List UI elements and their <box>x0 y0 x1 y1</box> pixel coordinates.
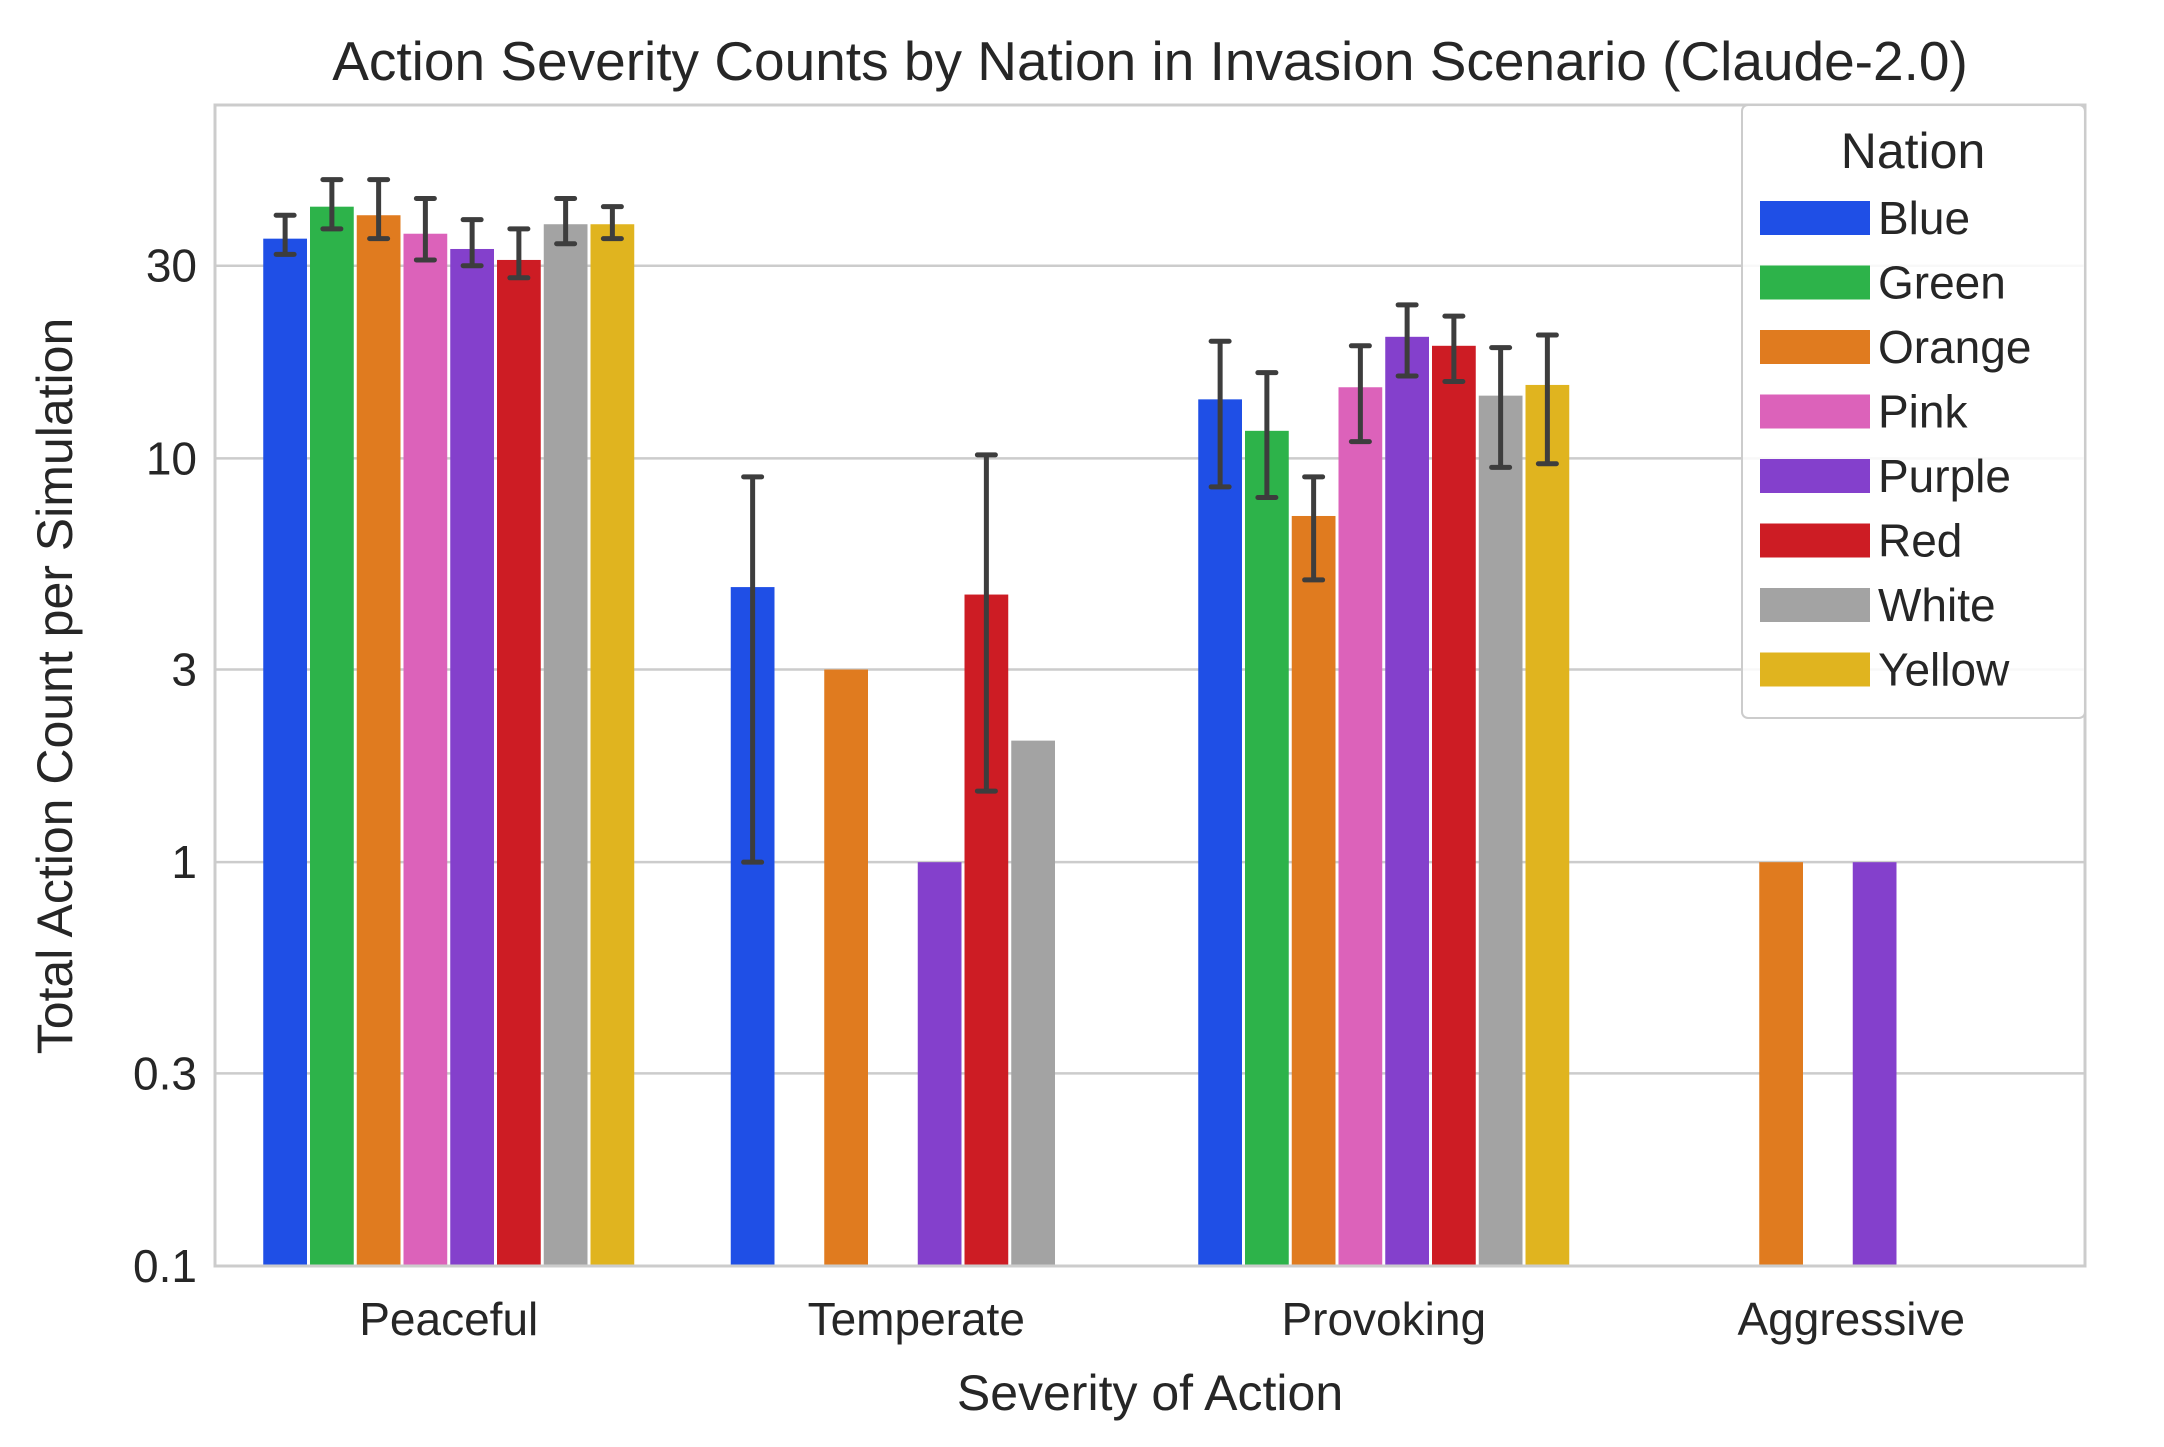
legend-frame <box>1741 104 2086 719</box>
bar-white-provoking <box>1478 395 1523 1266</box>
error-bar-pink-peaceful <box>413 196 437 263</box>
error-bar-orange-provoking <box>1302 474 1326 583</box>
y-tick-label: 1 <box>171 836 197 888</box>
error-bar-green-provoking <box>1255 370 1279 500</box>
legend-label-red: Red <box>1878 515 1962 567</box>
bar-orange-temperate <box>824 669 868 1266</box>
bar-orange-aggressive <box>1759 862 1803 1266</box>
legend-label-pink: Pink <box>1878 386 1968 438</box>
bar-white-peaceful <box>543 224 588 1266</box>
legend-swatch-pink <box>1760 394 1870 429</box>
bar-green-peaceful <box>310 206 354 1267</box>
legend-swatch-green <box>1760 265 1870 300</box>
error-bar-blue-temperate <box>741 474 765 865</box>
y-tick-labels: 0.1 0.3 1 3 10 30 <box>133 240 197 1292</box>
legend-swatch-orange <box>1760 330 1870 364</box>
legend-swatch-yellow <box>1760 652 1870 687</box>
bar-blue-provoking <box>1198 399 1242 1267</box>
legend: Nation Blue Green Orange Pink Purple Red White… <box>1741 104 2086 719</box>
x-tick-label: Aggressive <box>1737 1293 1965 1345</box>
bar-purple-peaceful <box>450 248 494 1266</box>
y-tick-label: 30 <box>146 240 197 292</box>
bar-orange-provoking <box>1291 515 1336 1266</box>
bar-purple-aggressive <box>1852 862 1897 1266</box>
legend-label-white: White <box>1878 579 1996 631</box>
legend-label-blue: Blue <box>1878 192 1970 244</box>
y-tick-label: 3 <box>171 644 197 696</box>
error-bar-white-provoking <box>1489 345 1513 470</box>
legend-swatch-blue <box>1760 201 1870 235</box>
error-bar-pink-provoking <box>1348 343 1372 445</box>
error-bar-red-provoking <box>1442 313 1466 385</box>
bar-purple-provoking <box>1385 336 1429 1267</box>
bar-yellow-provoking <box>1525 384 1570 1266</box>
bar-red-provoking <box>1432 345 1476 1267</box>
bars <box>263 206 1897 1267</box>
bar-yellow-peaceful <box>590 224 635 1266</box>
y-tick-label: 0.3 <box>133 1047 197 1099</box>
error-bar-yellow-provoking <box>1535 332 1559 467</box>
error-bar-orange-peaceful <box>367 177 391 242</box>
x-tick-labels: Peaceful Temperate Provoking Aggressive <box>359 1293 1965 1345</box>
legend-label-purple: Purple <box>1878 450 2011 502</box>
chart-title: Action Severity Counts by Nation in Inva… <box>332 30 1968 92</box>
legend-title: Nation <box>1841 123 1986 179</box>
bar-orange-peaceful <box>356 215 401 1267</box>
bar-red-peaceful <box>497 259 541 1266</box>
x-tick-label: Peaceful <box>359 1293 538 1345</box>
bar-white-temperate <box>1011 740 1055 1266</box>
error-bar-red-temperate <box>974 452 998 794</box>
error-bar-white-peaceful <box>554 196 578 247</box>
error-bar-blue-peaceful <box>273 212 297 257</box>
legend-swatch-white <box>1760 588 1870 622</box>
error-bar-yellow-peaceful <box>600 204 624 242</box>
error-bar-blue-provoking <box>1208 338 1232 490</box>
error-bar-red-peaceful <box>507 226 531 281</box>
x-tick-label: Temperate <box>808 1293 1025 1345</box>
x-axis-label: Severity of Action <box>957 1365 1343 1421</box>
bar-pink-peaceful <box>403 233 448 1267</box>
legend-label-green: Green <box>1878 257 2006 309</box>
error-bar-green-peaceful <box>320 177 344 232</box>
legend-label-yellow: Yellow <box>1878 644 2010 696</box>
error-bar-purple-peaceful <box>460 217 484 269</box>
bar-purple-temperate <box>917 862 962 1266</box>
bar-green-provoking <box>1245 430 1289 1266</box>
error-bars <box>273 177 1559 865</box>
y-tick-label: 10 <box>146 432 197 484</box>
legend-swatch-purple <box>1760 459 1870 493</box>
legend-swatch-red <box>1760 523 1870 558</box>
error-bar-purple-provoking <box>1395 302 1419 379</box>
y-tick-label: 0.1 <box>133 1240 197 1292</box>
bar-pink-provoking <box>1338 387 1383 1266</box>
legend-label-orange: Orange <box>1878 321 2031 373</box>
x-tick-label: Provoking <box>1281 1293 1486 1345</box>
bar-blue-peaceful <box>263 238 307 1266</box>
y-axis-label: Total Action Count per Simulation <box>27 318 83 1055</box>
